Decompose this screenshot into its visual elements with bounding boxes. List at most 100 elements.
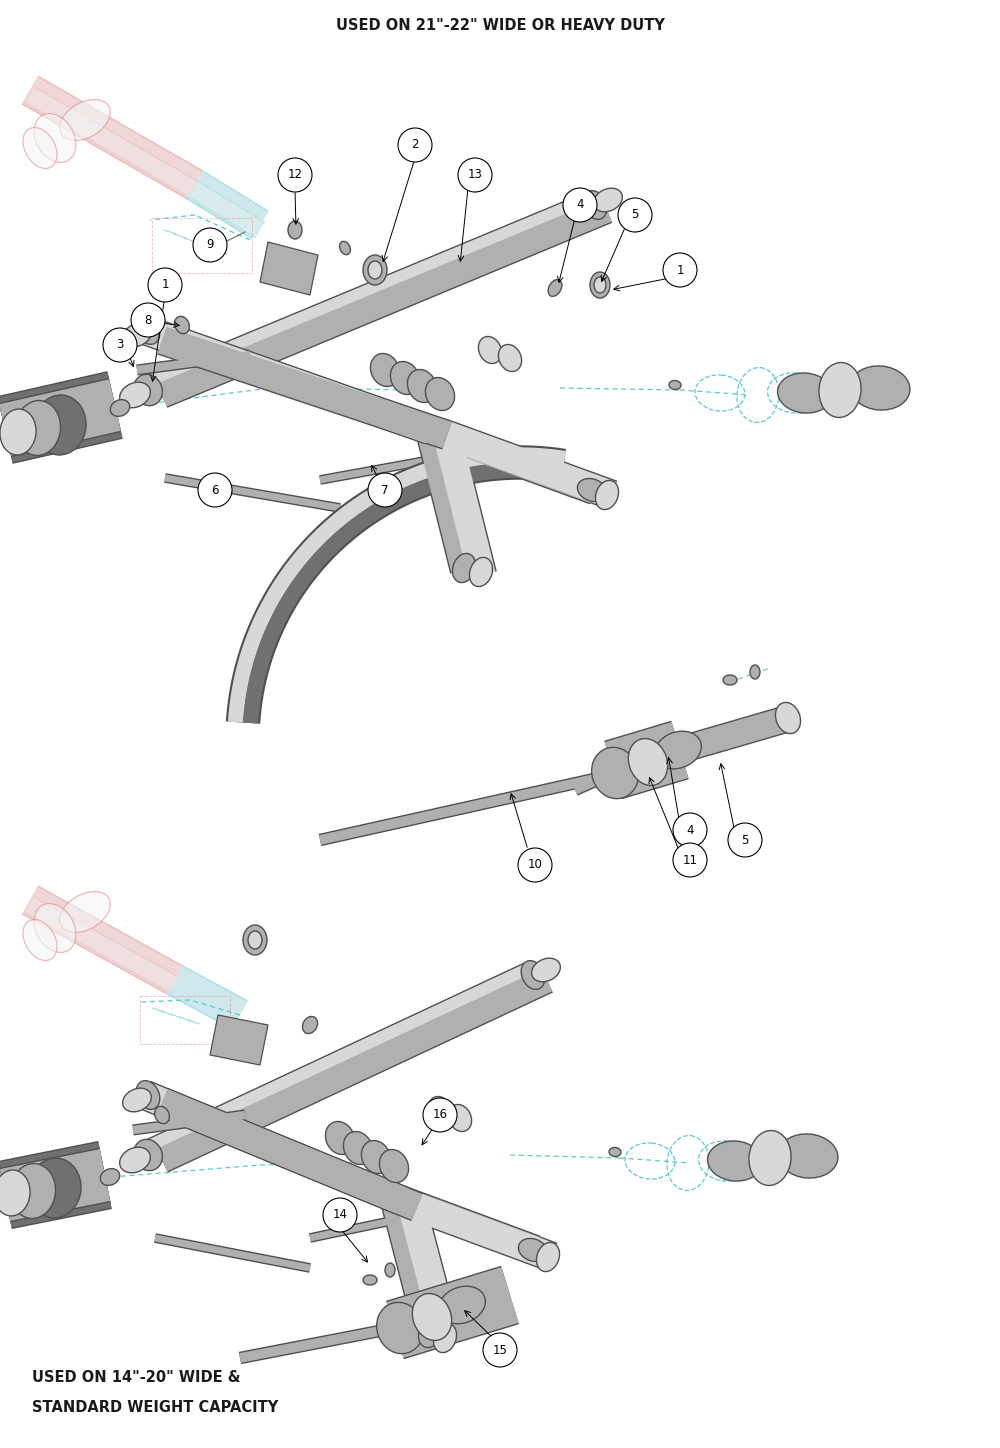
Ellipse shape (536, 1242, 560, 1271)
Ellipse shape (723, 675, 737, 685)
Circle shape (728, 822, 762, 857)
Ellipse shape (377, 1302, 423, 1354)
Ellipse shape (60, 100, 110, 140)
Ellipse shape (590, 272, 610, 298)
Ellipse shape (518, 1238, 548, 1261)
Ellipse shape (361, 1141, 391, 1173)
Ellipse shape (439, 1286, 485, 1323)
Ellipse shape (428, 1096, 452, 1124)
Circle shape (458, 158, 492, 193)
Ellipse shape (123, 1089, 151, 1112)
Text: 11: 11 (682, 853, 698, 866)
Text: 9: 9 (206, 239, 214, 252)
Ellipse shape (583, 191, 607, 219)
Circle shape (131, 303, 165, 337)
Ellipse shape (478, 336, 502, 363)
Ellipse shape (363, 255, 387, 285)
Ellipse shape (850, 366, 910, 410)
Text: 4: 4 (576, 198, 584, 211)
Ellipse shape (136, 1080, 160, 1109)
Circle shape (563, 188, 597, 222)
Text: 8: 8 (144, 314, 152, 326)
Text: 12: 12 (288, 168, 302, 181)
Text: USED ON 21"-22" WIDE OR HEAVY DUTY: USED ON 21"-22" WIDE OR HEAVY DUTY (336, 17, 664, 33)
Ellipse shape (532, 959, 560, 982)
Circle shape (518, 849, 552, 882)
Ellipse shape (120, 1147, 150, 1173)
Ellipse shape (775, 702, 801, 734)
Ellipse shape (23, 919, 57, 960)
Ellipse shape (819, 362, 861, 417)
Text: 10: 10 (528, 859, 542, 872)
Circle shape (368, 473, 402, 507)
Ellipse shape (390, 362, 420, 394)
Text: STANDARD WEIGHT CAPACITY: STANDARD WEIGHT CAPACITY (32, 1400, 278, 1415)
Ellipse shape (418, 1319, 442, 1348)
Ellipse shape (248, 931, 262, 948)
Ellipse shape (577, 478, 607, 501)
Ellipse shape (34, 113, 76, 162)
Ellipse shape (433, 1323, 457, 1352)
Ellipse shape (340, 242, 350, 255)
Ellipse shape (134, 1140, 162, 1170)
Ellipse shape (155, 1106, 169, 1124)
Ellipse shape (110, 400, 130, 417)
Ellipse shape (628, 738, 668, 785)
Ellipse shape (60, 892, 110, 933)
Ellipse shape (134, 375, 162, 405)
Text: 13: 13 (468, 168, 482, 181)
Ellipse shape (288, 222, 302, 239)
Ellipse shape (136, 316, 160, 345)
Bar (140, 996, 230, 1044)
Ellipse shape (100, 1169, 120, 1186)
Ellipse shape (0, 408, 36, 455)
Ellipse shape (452, 553, 476, 582)
Circle shape (618, 198, 652, 232)
Ellipse shape (10, 1164, 56, 1218)
Ellipse shape (594, 188, 622, 211)
Ellipse shape (363, 1276, 377, 1284)
Ellipse shape (175, 316, 189, 333)
Circle shape (423, 1098, 457, 1132)
Circle shape (663, 253, 697, 287)
Ellipse shape (778, 1134, 838, 1179)
Ellipse shape (23, 127, 57, 168)
Circle shape (323, 1197, 357, 1232)
Circle shape (673, 843, 707, 877)
Polygon shape (210, 1015, 268, 1064)
Circle shape (103, 329, 137, 362)
Text: USED ON 14"-20" WIDE &: USED ON 14"-20" WIDE & (32, 1370, 240, 1384)
Circle shape (278, 158, 312, 193)
Ellipse shape (592, 747, 638, 799)
Ellipse shape (368, 261, 382, 279)
Ellipse shape (521, 960, 545, 989)
Ellipse shape (34, 904, 76, 953)
Circle shape (483, 1334, 517, 1367)
Ellipse shape (469, 557, 493, 586)
Ellipse shape (595, 481, 619, 510)
Ellipse shape (29, 1158, 81, 1218)
Ellipse shape (498, 345, 522, 372)
Ellipse shape (343, 1131, 373, 1164)
Text: 1: 1 (676, 264, 684, 277)
Text: 5: 5 (631, 209, 639, 222)
Circle shape (198, 473, 232, 507)
Text: 14: 14 (332, 1209, 348, 1222)
Text: 16: 16 (432, 1109, 448, 1122)
Ellipse shape (407, 369, 437, 403)
Ellipse shape (385, 1263, 395, 1277)
Ellipse shape (778, 374, 832, 413)
Ellipse shape (34, 395, 86, 455)
Text: 15: 15 (493, 1344, 507, 1357)
Ellipse shape (379, 1150, 409, 1183)
Ellipse shape (609, 1147, 621, 1157)
Text: 7: 7 (381, 484, 389, 497)
Ellipse shape (412, 1293, 452, 1341)
Ellipse shape (669, 381, 681, 390)
Ellipse shape (548, 279, 562, 297)
Ellipse shape (750, 665, 760, 679)
Ellipse shape (15, 401, 61, 456)
Text: 1: 1 (161, 278, 169, 291)
Polygon shape (260, 242, 318, 295)
Ellipse shape (123, 323, 151, 348)
